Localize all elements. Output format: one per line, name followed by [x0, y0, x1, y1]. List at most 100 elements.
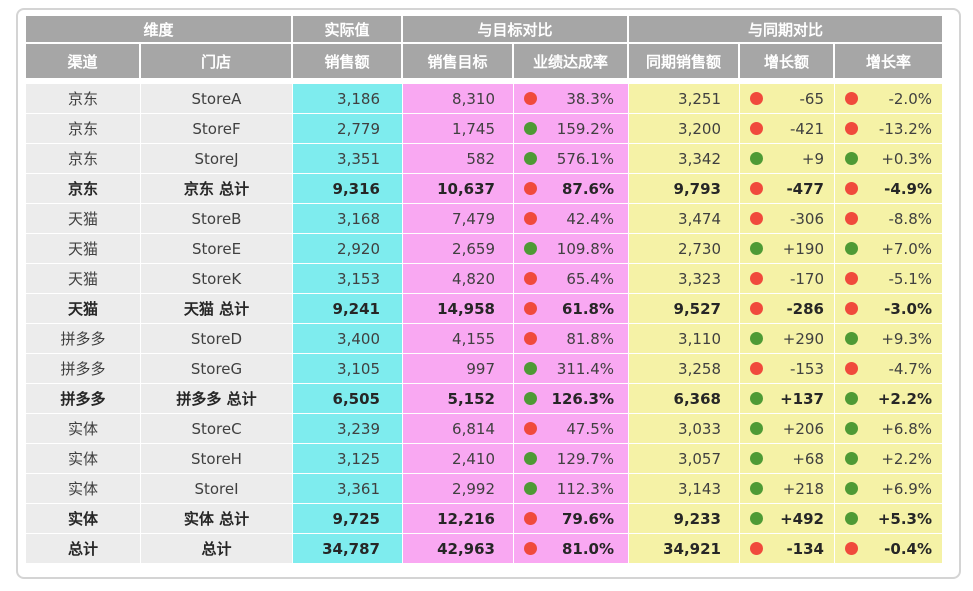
growth-cell[interactable]: +206: [740, 414, 835, 444]
growth-cell[interactable]: -306: [740, 204, 835, 234]
channel-cell[interactable]: 天猫: [26, 294, 141, 324]
prior-sales-cell[interactable]: 34,921: [629, 534, 740, 564]
store-cell[interactable]: 京东 总计: [141, 174, 293, 204]
column-header-growth[interactable]: 增长额: [740, 44, 835, 80]
achievement-rate-cell[interactable]: 109.8%: [514, 234, 629, 264]
growth-rate-cell[interactable]: +5.3%: [835, 504, 942, 534]
channel-cell[interactable]: 天猫: [26, 204, 141, 234]
prior-sales-cell[interactable]: 3,200: [629, 114, 740, 144]
prior-sales-cell[interactable]: 9,793: [629, 174, 740, 204]
achievement-rate-cell[interactable]: 112.3%: [514, 474, 629, 504]
store-cell[interactable]: StoreC: [141, 414, 293, 444]
target-cell[interactable]: 8,310: [403, 84, 514, 114]
sales-cell[interactable]: 6,505: [293, 384, 403, 414]
growth-cell[interactable]: -65: [740, 84, 835, 114]
column-header-prior-sales[interactable]: 同期销售额: [629, 44, 740, 80]
channel-cell[interactable]: 京东: [26, 144, 141, 174]
channel-cell[interactable]: 拼多多: [26, 324, 141, 354]
prior-sales-cell[interactable]: 9,233: [629, 504, 740, 534]
target-cell[interactable]: 4,155: [403, 324, 514, 354]
group-header-dimension[interactable]: 维度: [26, 16, 293, 44]
channel-cell[interactable]: 天猫: [26, 264, 141, 294]
column-header-sales[interactable]: 销售额: [293, 44, 403, 80]
store-cell[interactable]: StoreH: [141, 444, 293, 474]
prior-sales-cell[interactable]: 3,251: [629, 84, 740, 114]
growth-rate-cell[interactable]: -13.2%: [835, 114, 942, 144]
growth-cell[interactable]: +492: [740, 504, 835, 534]
achievement-rate-cell[interactable]: 311.4%: [514, 354, 629, 384]
channel-cell[interactable]: 拼多多: [26, 354, 141, 384]
growth-rate-cell[interactable]: +2.2%: [835, 444, 942, 474]
sales-cell[interactable]: 3,400: [293, 324, 403, 354]
growth-rate-cell[interactable]: +2.2%: [835, 384, 942, 414]
store-cell[interactable]: StoreK: [141, 264, 293, 294]
target-cell[interactable]: 582: [403, 144, 514, 174]
target-cell[interactable]: 10,637: [403, 174, 514, 204]
growth-cell[interactable]: +68: [740, 444, 835, 474]
growth-cell[interactable]: -477: [740, 174, 835, 204]
prior-sales-cell[interactable]: 3,258: [629, 354, 740, 384]
growth-cell[interactable]: -134: [740, 534, 835, 564]
prior-sales-cell[interactable]: 3,110: [629, 324, 740, 354]
achievement-rate-cell[interactable]: 42.4%: [514, 204, 629, 234]
channel-cell[interactable]: 京东: [26, 84, 141, 114]
group-header-vs-prior[interactable]: 与同期对比: [629, 16, 942, 44]
prior-sales-cell[interactable]: 6,368: [629, 384, 740, 414]
achievement-rate-cell[interactable]: 81.0%: [514, 534, 629, 564]
sales-cell[interactable]: 9,241: [293, 294, 403, 324]
channel-cell[interactable]: 实体: [26, 504, 141, 534]
store-cell[interactable]: StoreA: [141, 84, 293, 114]
sales-cell[interactable]: 3,153: [293, 264, 403, 294]
achievement-rate-cell[interactable]: 159.2%: [514, 114, 629, 144]
target-cell[interactable]: 2,992: [403, 474, 514, 504]
growth-cell[interactable]: +190: [740, 234, 835, 264]
store-cell[interactable]: StoreF: [141, 114, 293, 144]
sales-cell[interactable]: 3,361: [293, 474, 403, 504]
store-cell[interactable]: 总计: [141, 534, 293, 564]
prior-sales-cell[interactable]: 3,057: [629, 444, 740, 474]
column-header-target[interactable]: 销售目标: [403, 44, 514, 80]
growth-cell[interactable]: -153: [740, 354, 835, 384]
column-header-growth-rate[interactable]: 增长率: [835, 44, 942, 80]
growth-rate-cell[interactable]: +6.8%: [835, 414, 942, 444]
prior-sales-cell[interactable]: 3,474: [629, 204, 740, 234]
channel-cell[interactable]: 总计: [26, 534, 141, 564]
store-cell[interactable]: StoreJ: [141, 144, 293, 174]
growth-rate-cell[interactable]: -4.7%: [835, 354, 942, 384]
channel-cell[interactable]: 京东: [26, 114, 141, 144]
growth-cell[interactable]: +137: [740, 384, 835, 414]
target-cell[interactable]: 6,814: [403, 414, 514, 444]
column-header-achievement-rate[interactable]: 业绩达成率: [514, 44, 629, 80]
store-cell[interactable]: StoreG: [141, 354, 293, 384]
growth-rate-cell[interactable]: -8.8%: [835, 204, 942, 234]
group-header-actual[interactable]: 实际值: [293, 16, 403, 44]
store-cell[interactable]: StoreB: [141, 204, 293, 234]
sales-cell[interactable]: 3,105: [293, 354, 403, 384]
channel-cell[interactable]: 天猫: [26, 234, 141, 264]
growth-rate-cell[interactable]: -2.0%: [835, 84, 942, 114]
target-cell[interactable]: 5,152: [403, 384, 514, 414]
growth-rate-cell[interactable]: +0.3%: [835, 144, 942, 174]
store-cell[interactable]: 天猫 总计: [141, 294, 293, 324]
achievement-rate-cell[interactable]: 61.8%: [514, 294, 629, 324]
column-header-store[interactable]: 门店: [141, 44, 293, 80]
achievement-rate-cell[interactable]: 81.8%: [514, 324, 629, 354]
sales-cell[interactable]: 3,239: [293, 414, 403, 444]
store-cell[interactable]: 实体 总计: [141, 504, 293, 534]
growth-rate-cell[interactable]: +9.3%: [835, 324, 942, 354]
growth-cell[interactable]: +218: [740, 474, 835, 504]
target-cell[interactable]: 42,963: [403, 534, 514, 564]
channel-cell[interactable]: 实体: [26, 444, 141, 474]
store-cell[interactable]: 拼多多 总计: [141, 384, 293, 414]
channel-cell[interactable]: 实体: [26, 474, 141, 504]
sales-cell[interactable]: 3,168: [293, 204, 403, 234]
sales-cell[interactable]: 2,779: [293, 114, 403, 144]
growth-rate-cell[interactable]: +6.9%: [835, 474, 942, 504]
prior-sales-cell[interactable]: 2,730: [629, 234, 740, 264]
achievement-rate-cell[interactable]: 65.4%: [514, 264, 629, 294]
prior-sales-cell[interactable]: 3,323: [629, 264, 740, 294]
growth-rate-cell[interactable]: -4.9%: [835, 174, 942, 204]
column-header-channel[interactable]: 渠道: [26, 44, 141, 80]
sales-cell[interactable]: 34,787: [293, 534, 403, 564]
target-cell[interactable]: 7,479: [403, 204, 514, 234]
